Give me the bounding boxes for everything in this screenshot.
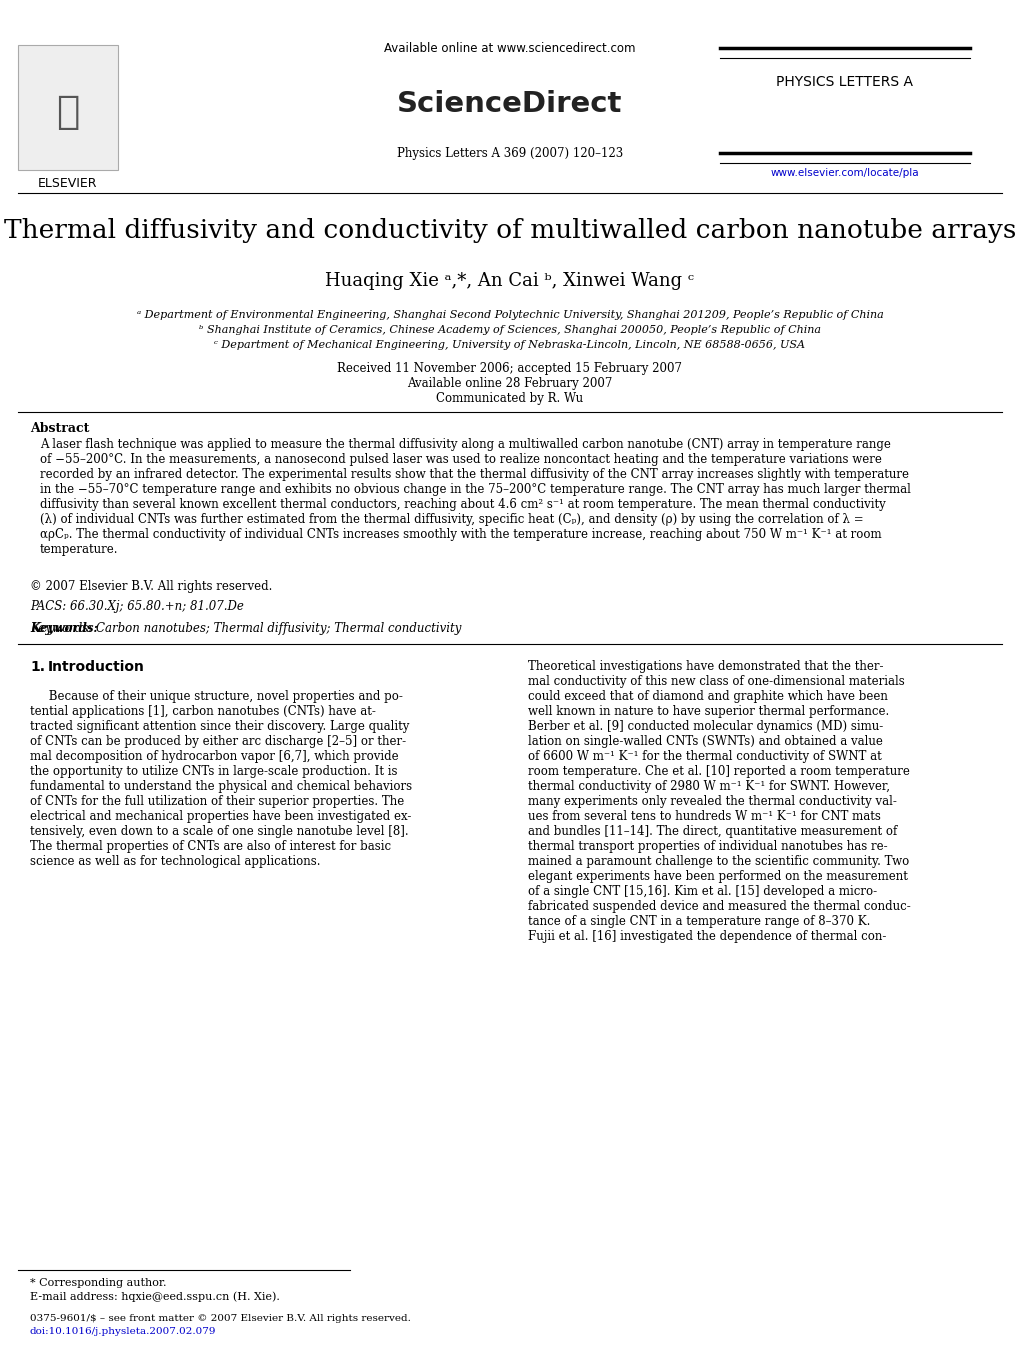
Text: Communicated by R. Wu: Communicated by R. Wu <box>436 391 583 405</box>
Text: Available online at www.sciencedirect.com: Available online at www.sciencedirect.co… <box>384 42 635 54</box>
Text: Introduction: Introduction <box>48 660 145 674</box>
Bar <box>18 45 118 170</box>
Text: Keywords:: Keywords: <box>30 622 98 635</box>
Text: © 2007 Elsevier B.V. All rights reserved.: © 2007 Elsevier B.V. All rights reserved… <box>30 580 272 593</box>
Text: 1.: 1. <box>30 660 45 674</box>
Text: A laser flash technique was applied to measure the thermal diffusivity along a m: A laser flash technique was applied to m… <box>40 438 910 556</box>
Text: Physics Letters A 369 (2007) 120–123: Physics Letters A 369 (2007) 120–123 <box>396 147 623 160</box>
Text: ᶜ Department of Mechanical Engineering, University of Nebraska-Lincoln, Lincoln,: ᶜ Department of Mechanical Engineering, … <box>214 340 805 351</box>
Text: ELSEVIER: ELSEVIER <box>38 177 98 190</box>
Text: ᵃ Department of Environmental Engineering, Shanghai Second Polytechnic Universit: ᵃ Department of Environmental Engineerin… <box>137 310 882 319</box>
Text: ScienceDirect: ScienceDirect <box>397 90 622 118</box>
Text: Theoretical investigations have demonstrated that the ther-
mal conductivity of : Theoretical investigations have demonstr… <box>528 660 910 943</box>
Text: 0375-9601/$ – see front matter © 2007 Elsevier B.V. All rights reserved.: 0375-9601/$ – see front matter © 2007 El… <box>30 1314 411 1324</box>
Text: 🌳: 🌳 <box>56 92 79 130</box>
Text: Available online 28 February 2007: Available online 28 February 2007 <box>407 376 612 390</box>
Text: ᵇ Shanghai Institute of Ceramics, Chinese Academy of Sciences, Shanghai 200050, : ᵇ Shanghai Institute of Ceramics, Chines… <box>199 325 820 336</box>
Text: Keywords: Carbon nanotubes; Thermal diffusivity; Thermal conductivity: Keywords: Carbon nanotubes; Thermal diff… <box>30 622 461 635</box>
Text: Abstract: Abstract <box>30 423 90 435</box>
Text: Received 11 November 2006; accepted 15 February 2007: Received 11 November 2006; accepted 15 F… <box>337 361 682 375</box>
Text: * Corresponding author.: * Corresponding author. <box>30 1277 166 1288</box>
Text: Huaqing Xie ᵃ,*, An Cai ᵇ, Xinwei Wang ᶜ: Huaqing Xie ᵃ,*, An Cai ᵇ, Xinwei Wang ᶜ <box>325 272 694 289</box>
Text: Thermal diffusivity and conductivity of multiwalled carbon nanotube arrays: Thermal diffusivity and conductivity of … <box>4 217 1015 243</box>
Text: PACS: 66.30.Xj; 65.80.+n; 81.07.De: PACS: 66.30.Xj; 65.80.+n; 81.07.De <box>30 601 244 613</box>
Text: doi:10.1016/j.physleta.2007.02.079: doi:10.1016/j.physleta.2007.02.079 <box>30 1326 216 1336</box>
Text: Because of their unique structure, novel properties and po-
tential applications: Because of their unique structure, novel… <box>30 690 412 868</box>
Text: PHYSICS LETTERS A: PHYSICS LETTERS A <box>775 75 913 88</box>
Text: www.elsevier.com/locate/pla: www.elsevier.com/locate/pla <box>770 169 918 178</box>
Text: E-mail address: hqxie@eed.sspu.cn (H. Xie).: E-mail address: hqxie@eed.sspu.cn (H. Xi… <box>30 1291 279 1302</box>
